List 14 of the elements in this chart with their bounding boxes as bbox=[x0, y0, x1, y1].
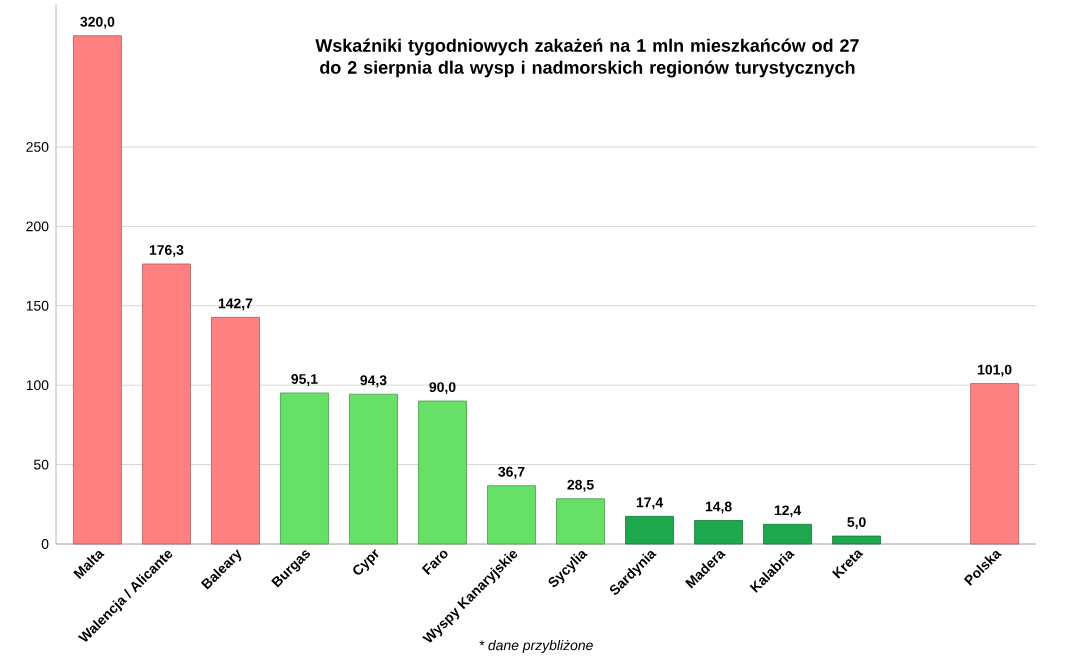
bar bbox=[418, 400, 467, 545]
bar bbox=[211, 316, 260, 545]
bar bbox=[487, 485, 536, 545]
bar bbox=[142, 263, 191, 545]
bar bbox=[970, 383, 1020, 545]
text: Wskaźniki tygodniowych zakażeń na 1 mln mieszkańców od 27 do 2 sierpnia dla wysp i nadmorskich regionów turystycznych bbox=[315, 38, 859, 78]
bar bbox=[556, 498, 605, 545]
bar bbox=[694, 520, 743, 545]
bar bbox=[73, 35, 122, 545]
bar bbox=[763, 523, 812, 545]
bar bbox=[832, 535, 881, 545]
bar bbox=[625, 515, 674, 545]
bar bbox=[280, 392, 329, 545]
bar bbox=[349, 393, 398, 545]
